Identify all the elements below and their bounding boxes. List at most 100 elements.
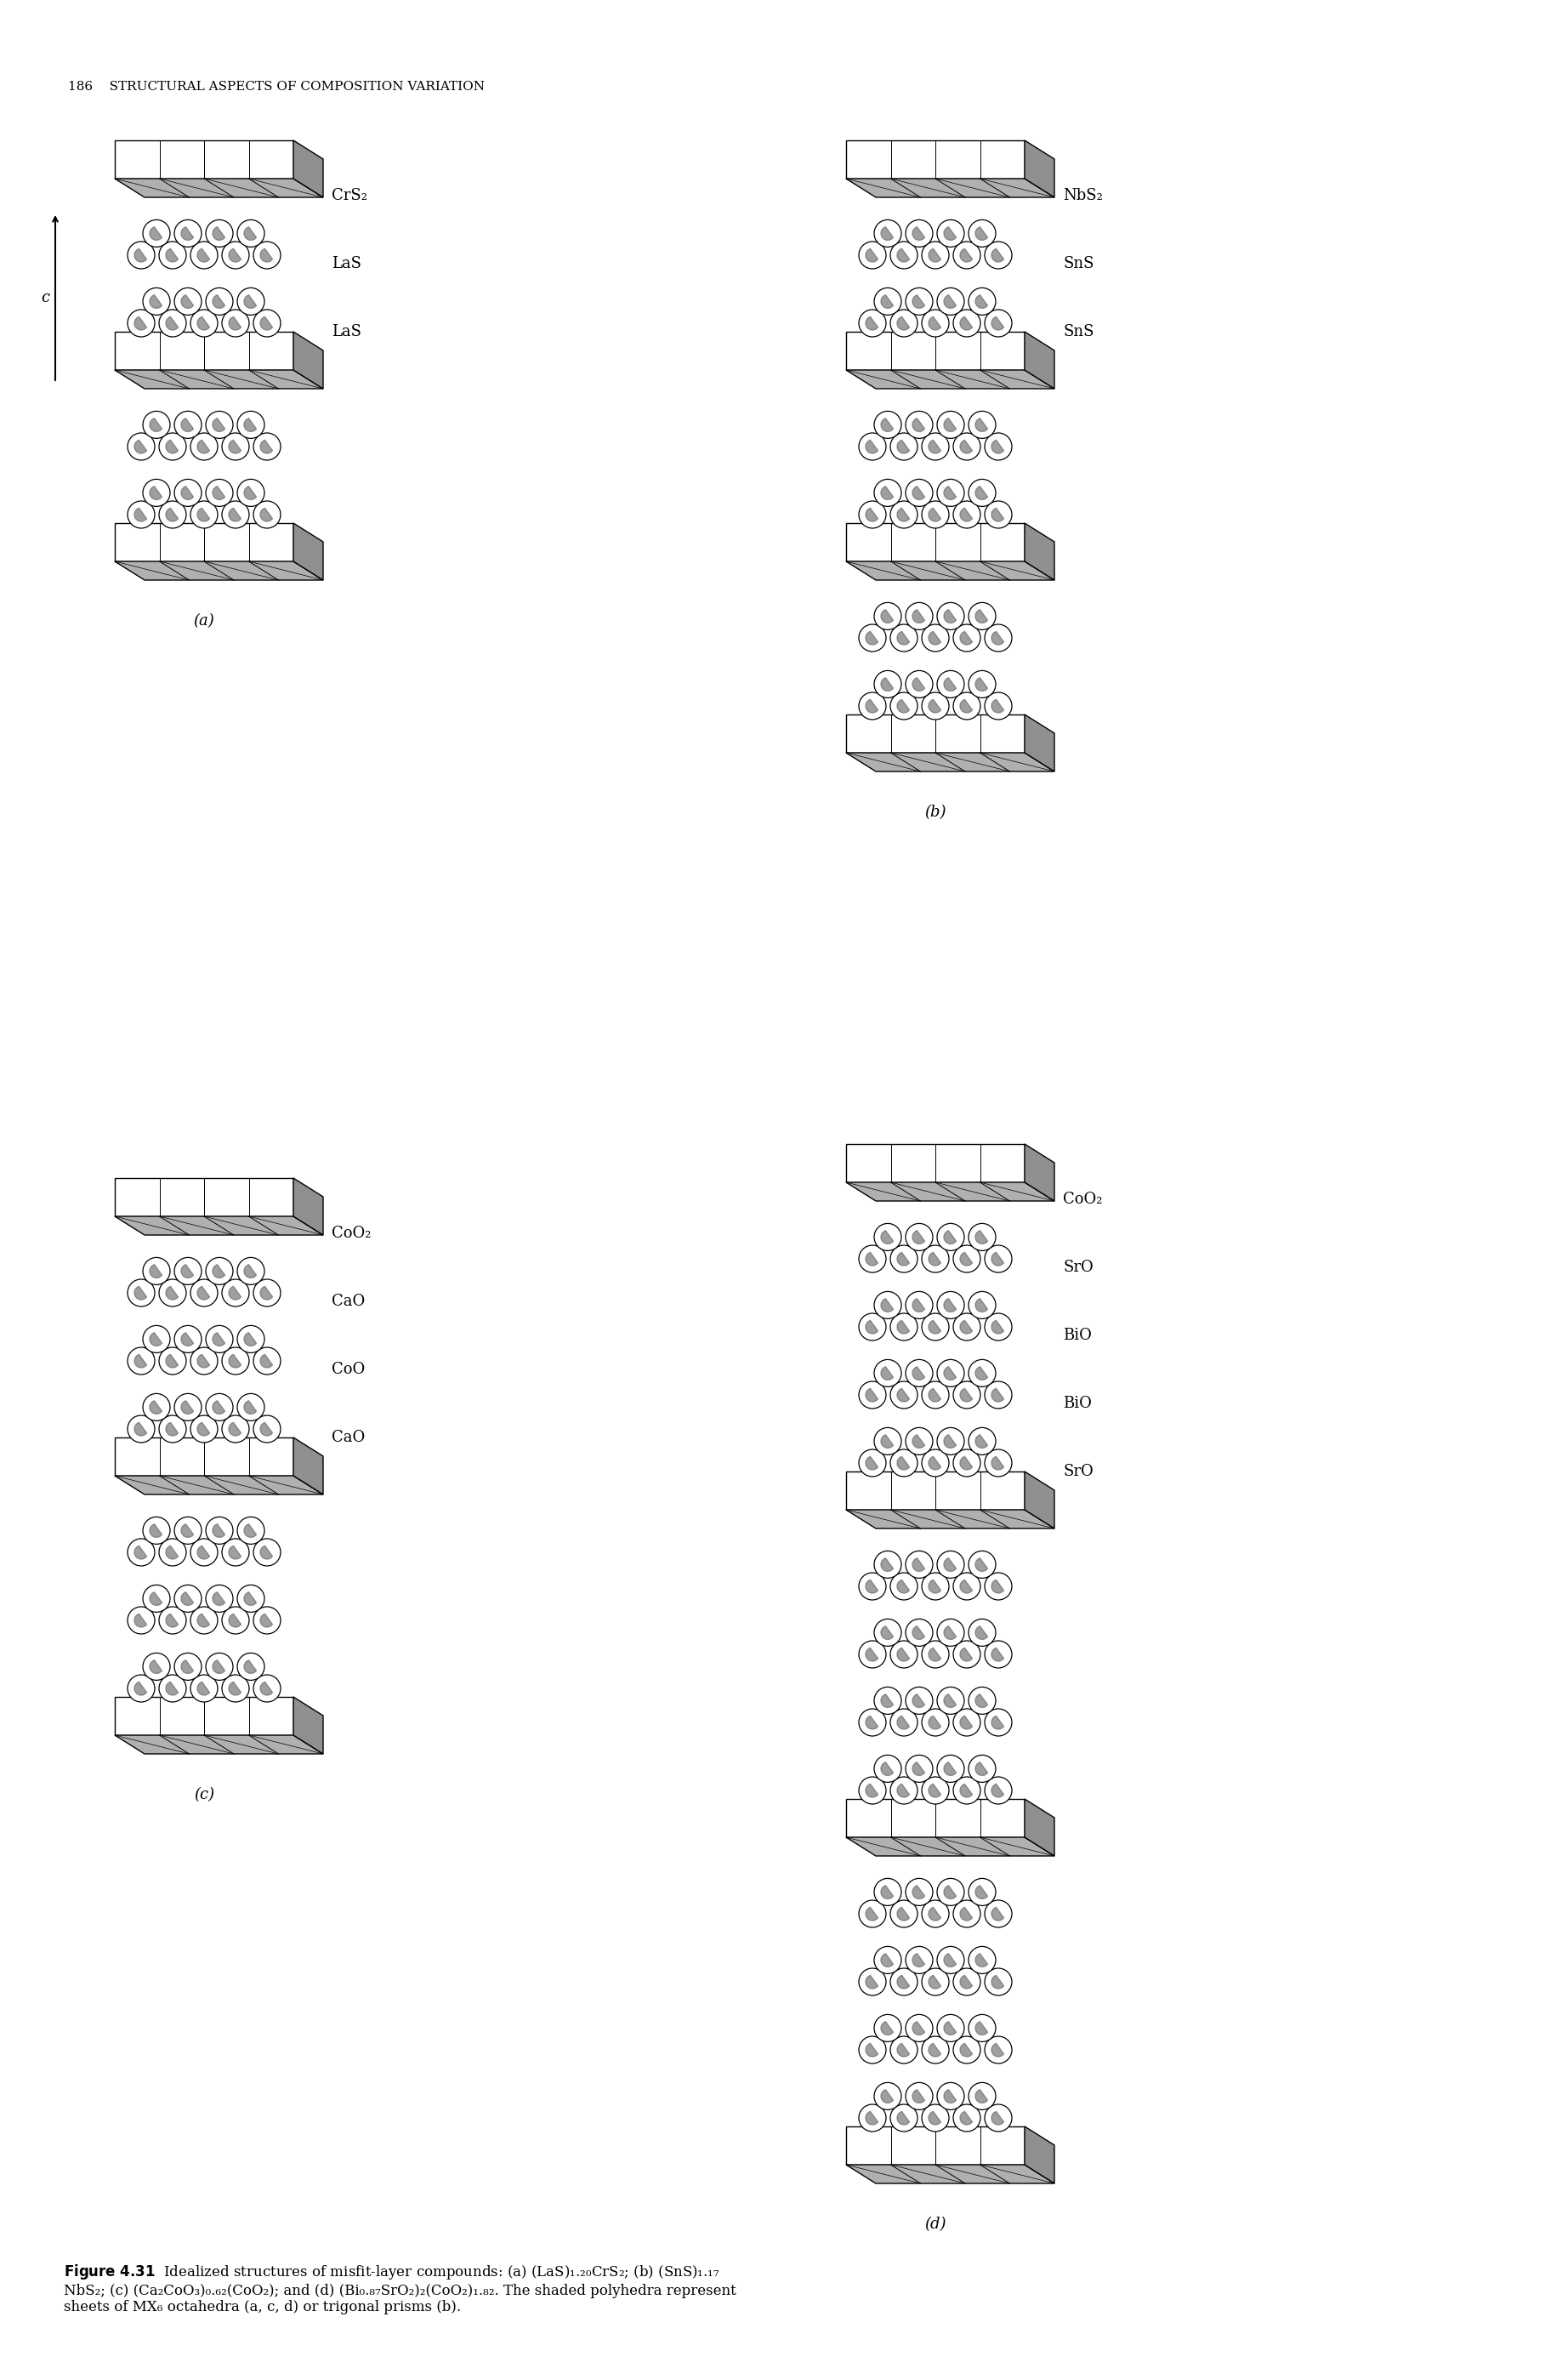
Polygon shape [960, 1783, 972, 1797]
Polygon shape [166, 509, 179, 521]
Circle shape [985, 2105, 1011, 2131]
Polygon shape [847, 1471, 1024, 1511]
Circle shape [938, 1946, 964, 1973]
Circle shape [205, 1257, 234, 1286]
Polygon shape [975, 485, 988, 500]
Circle shape [891, 625, 917, 651]
Polygon shape [928, 1975, 941, 1989]
Polygon shape [991, 1253, 1004, 1265]
Polygon shape [991, 1579, 1004, 1594]
Circle shape [922, 1449, 949, 1478]
Circle shape [906, 670, 933, 699]
Polygon shape [960, 2044, 972, 2058]
Circle shape [906, 1755, 933, 1783]
Polygon shape [114, 178, 323, 197]
Circle shape [938, 2081, 964, 2110]
Circle shape [891, 310, 917, 336]
Polygon shape [866, 1253, 878, 1265]
Circle shape [190, 502, 218, 528]
Circle shape [873, 1755, 902, 1783]
Circle shape [237, 220, 265, 246]
Circle shape [922, 1572, 949, 1601]
Circle shape [223, 1279, 249, 1307]
Polygon shape [166, 1423, 179, 1435]
Polygon shape [944, 1762, 956, 1776]
Circle shape [205, 1653, 234, 1681]
Circle shape [953, 2036, 980, 2063]
Circle shape [938, 1551, 964, 1577]
Circle shape [859, 1314, 886, 1340]
Polygon shape [944, 1558, 956, 1572]
Circle shape [906, 2081, 933, 2110]
Polygon shape [975, 1627, 988, 1639]
Circle shape [891, 1899, 917, 1928]
Circle shape [922, 1899, 949, 1928]
Polygon shape [114, 1698, 293, 1736]
Circle shape [969, 1291, 996, 1319]
Polygon shape [960, 1906, 972, 1920]
Circle shape [969, 601, 996, 630]
Text: CaO: CaO [331, 1430, 365, 1444]
Circle shape [969, 1551, 996, 1577]
Polygon shape [847, 715, 1024, 753]
Polygon shape [975, 419, 988, 431]
Polygon shape [245, 227, 256, 239]
Circle shape [985, 310, 1011, 336]
Polygon shape [149, 1525, 162, 1537]
Polygon shape [960, 1579, 972, 1594]
Polygon shape [245, 296, 256, 308]
Circle shape [174, 412, 202, 438]
Polygon shape [293, 1437, 323, 1494]
Polygon shape [881, 227, 894, 239]
Circle shape [906, 220, 933, 246]
Circle shape [922, 1641, 949, 1667]
Polygon shape [897, 317, 909, 329]
Polygon shape [1024, 1144, 1054, 1201]
Circle shape [873, 412, 902, 438]
Polygon shape [897, 2112, 909, 2124]
Polygon shape [149, 1591, 162, 1606]
Circle shape [859, 433, 886, 459]
Polygon shape [928, 632, 941, 644]
Circle shape [254, 1416, 281, 1442]
Circle shape [859, 2036, 886, 2063]
Polygon shape [991, 1975, 1004, 1989]
Circle shape [938, 1428, 964, 1454]
Polygon shape [881, 419, 894, 431]
Polygon shape [847, 369, 1054, 388]
Circle shape [985, 625, 1011, 651]
Polygon shape [928, 249, 941, 263]
Circle shape [953, 310, 980, 336]
Polygon shape [213, 485, 224, 500]
Circle shape [985, 1449, 1011, 1478]
Polygon shape [182, 1525, 193, 1537]
Polygon shape [944, 1231, 956, 1243]
Polygon shape [975, 227, 988, 239]
Circle shape [174, 1653, 202, 1681]
Polygon shape [975, 1762, 988, 1776]
Circle shape [205, 1395, 234, 1421]
Circle shape [205, 478, 234, 507]
Circle shape [127, 1279, 155, 1307]
Polygon shape [135, 509, 147, 521]
Polygon shape [991, 1648, 1004, 1662]
Circle shape [143, 1326, 169, 1352]
Polygon shape [198, 1423, 210, 1435]
Polygon shape [114, 1437, 293, 1475]
Polygon shape [182, 485, 193, 500]
Polygon shape [135, 1681, 147, 1695]
Polygon shape [114, 1475, 323, 1494]
Polygon shape [913, 1693, 925, 1707]
Circle shape [969, 1428, 996, 1454]
Polygon shape [881, 1298, 894, 1312]
Polygon shape [114, 369, 323, 388]
Polygon shape [135, 317, 147, 329]
Polygon shape [928, 1253, 941, 1265]
Circle shape [873, 1946, 902, 1973]
Circle shape [143, 289, 169, 315]
Polygon shape [881, 1693, 894, 1707]
Polygon shape [897, 699, 909, 713]
Polygon shape [913, 1558, 925, 1572]
Polygon shape [944, 1298, 956, 1312]
Circle shape [953, 1449, 980, 1478]
